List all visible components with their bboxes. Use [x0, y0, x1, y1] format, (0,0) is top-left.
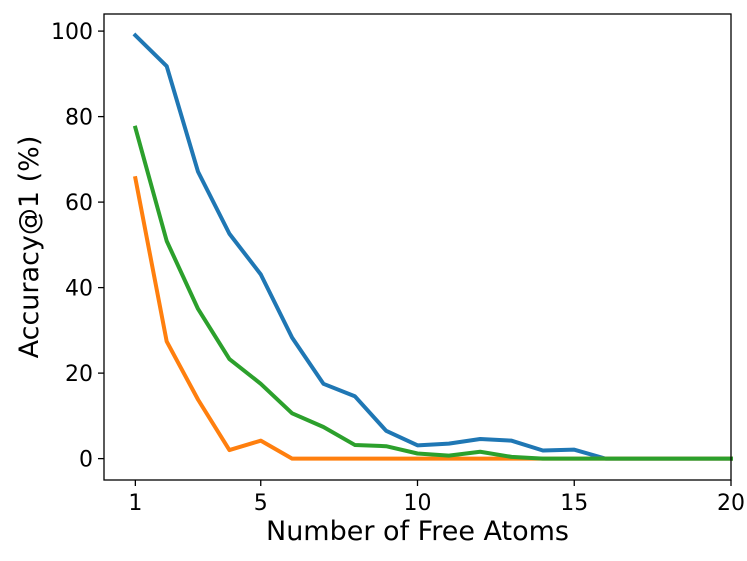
x-axis-ticks: 1 5 10 15 20: [128, 480, 745, 516]
y-tick-label: 40: [65, 277, 93, 302]
x-tick-label: 10: [404, 491, 432, 516]
x-tick-label: 20: [717, 491, 745, 516]
y-axis-ticks: 0 20 40 60 80 100: [51, 20, 104, 473]
y-tick-label: 60: [65, 191, 93, 216]
y-tick-label: 80: [65, 106, 93, 131]
x-tick-label: 15: [560, 491, 588, 516]
x-tick-label: 5: [254, 491, 268, 516]
y-axis-label: Accuracy@1 (%): [14, 136, 45, 359]
x-tick-label: 1: [128, 491, 142, 516]
series-line-1: [132, 32, 733, 461]
series-line-3: [132, 125, 733, 461]
y-tick-label: 100: [51, 20, 93, 45]
y-tick-label: 20: [65, 362, 93, 387]
y-tick-label: 0: [79, 448, 93, 473]
plot-frame: [103, 13, 732, 481]
series-layer: [132, 32, 733, 461]
x-axis-label: Number of Free Atoms: [266, 516, 569, 547]
